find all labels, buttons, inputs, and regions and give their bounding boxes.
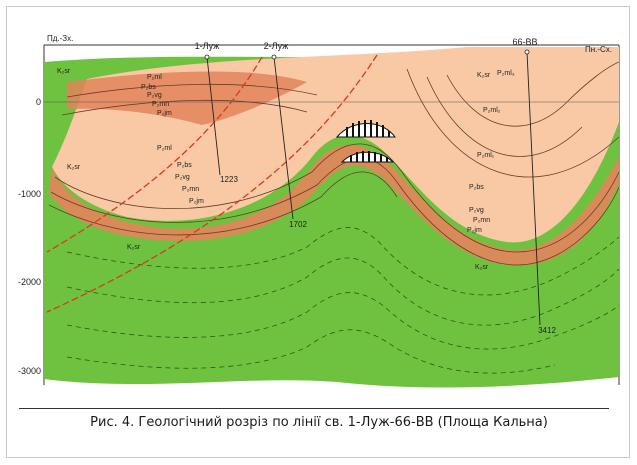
well-traces bbox=[206, 51, 541, 326]
direction-right: Пн.-Сх. bbox=[585, 45, 612, 54]
formation-label: P₂ml₁ bbox=[477, 152, 495, 159]
figure-caption: Рис. 4. Геологічний розріз по лінії св. … bbox=[90, 415, 548, 430]
formation-label: P₂ml₃ bbox=[497, 70, 515, 77]
formation-label: K₂sr bbox=[57, 68, 71, 75]
depth-tick: -1000 bbox=[18, 189, 41, 199]
formation-label: P₂jm bbox=[189, 198, 204, 205]
permian-orange-band-left bbox=[49, 167, 322, 241]
formation-label: P₂vg bbox=[469, 207, 484, 214]
cretaceous-horizons bbox=[66, 227, 619, 374]
well-depth: 1702 bbox=[289, 220, 307, 229]
formation-label: P₂mn bbox=[182, 186, 199, 193]
formation-label: K₂sr bbox=[127, 244, 141, 251]
depth-tick: 0 bbox=[36, 97, 41, 107]
formation-label: P₂mn bbox=[473, 217, 490, 224]
well-labels: 1-Луж 2-Луж 66-ВВ 1223 1702 3412 bbox=[195, 37, 557, 335]
well-depth: 1223 bbox=[220, 175, 238, 184]
well-name: 66-ВВ bbox=[512, 37, 537, 47]
geological-cross-section: Пд.-Зх. Пн.-Сх. 0 -1000 -2000 -3000 1-Лу… bbox=[18, 34, 620, 388]
formation-label: P₂bs bbox=[177, 162, 192, 169]
reservoir-lower bbox=[340, 151, 395, 163]
formation-label: P₂jm bbox=[467, 227, 482, 234]
formation-label: K₂sr bbox=[67, 164, 81, 171]
faults bbox=[46, 54, 378, 313]
formation-label: P₂ml₂ bbox=[483, 107, 501, 114]
figure-frame: Пд.-Зх. Пн.-Сх. 0 -1000 -2000 -3000 1-Лу… bbox=[6, 6, 630, 458]
depth-tick: -3000 bbox=[18, 366, 41, 376]
formation-labels: K₂sr K₂sr K₂sr K₂sr K₂sr P₂ml P₂bs P₂vg … bbox=[57, 68, 515, 271]
well-heads bbox=[204, 49, 530, 60]
formation-label: P₂mn bbox=[152, 101, 169, 108]
direction-left: Пд.-Зх. bbox=[47, 34, 73, 43]
formation-label: P₂bs bbox=[469, 184, 484, 191]
formation-label: P₂jm bbox=[157, 110, 172, 117]
reservoir-upper bbox=[335, 120, 396, 138]
formation-label: K₂sr bbox=[475, 264, 489, 271]
permian-orange-band-mid bbox=[312, 145, 619, 266]
well-name: 1-Луж bbox=[195, 41, 220, 51]
permian-upper-bands bbox=[67, 71, 307, 125]
formation-label: P₂bs bbox=[141, 84, 156, 91]
well-depth: 3412 bbox=[538, 326, 556, 335]
formation-label: P₂vg bbox=[147, 92, 162, 99]
well-name: 2-Луж bbox=[264, 41, 289, 51]
formation-label: P₂ml bbox=[147, 74, 162, 81]
depth-axis: 0 -1000 -2000 -3000 bbox=[18, 97, 41, 376]
caption-rule bbox=[19, 408, 609, 409]
formation-label: P₂vg bbox=[175, 174, 190, 181]
formation-label: P₂ml bbox=[157, 145, 172, 152]
depth-tick: -2000 bbox=[18, 277, 41, 287]
stratigraphic-lines bbox=[48, 61, 619, 266]
formation-label: K₂sr bbox=[477, 72, 491, 79]
